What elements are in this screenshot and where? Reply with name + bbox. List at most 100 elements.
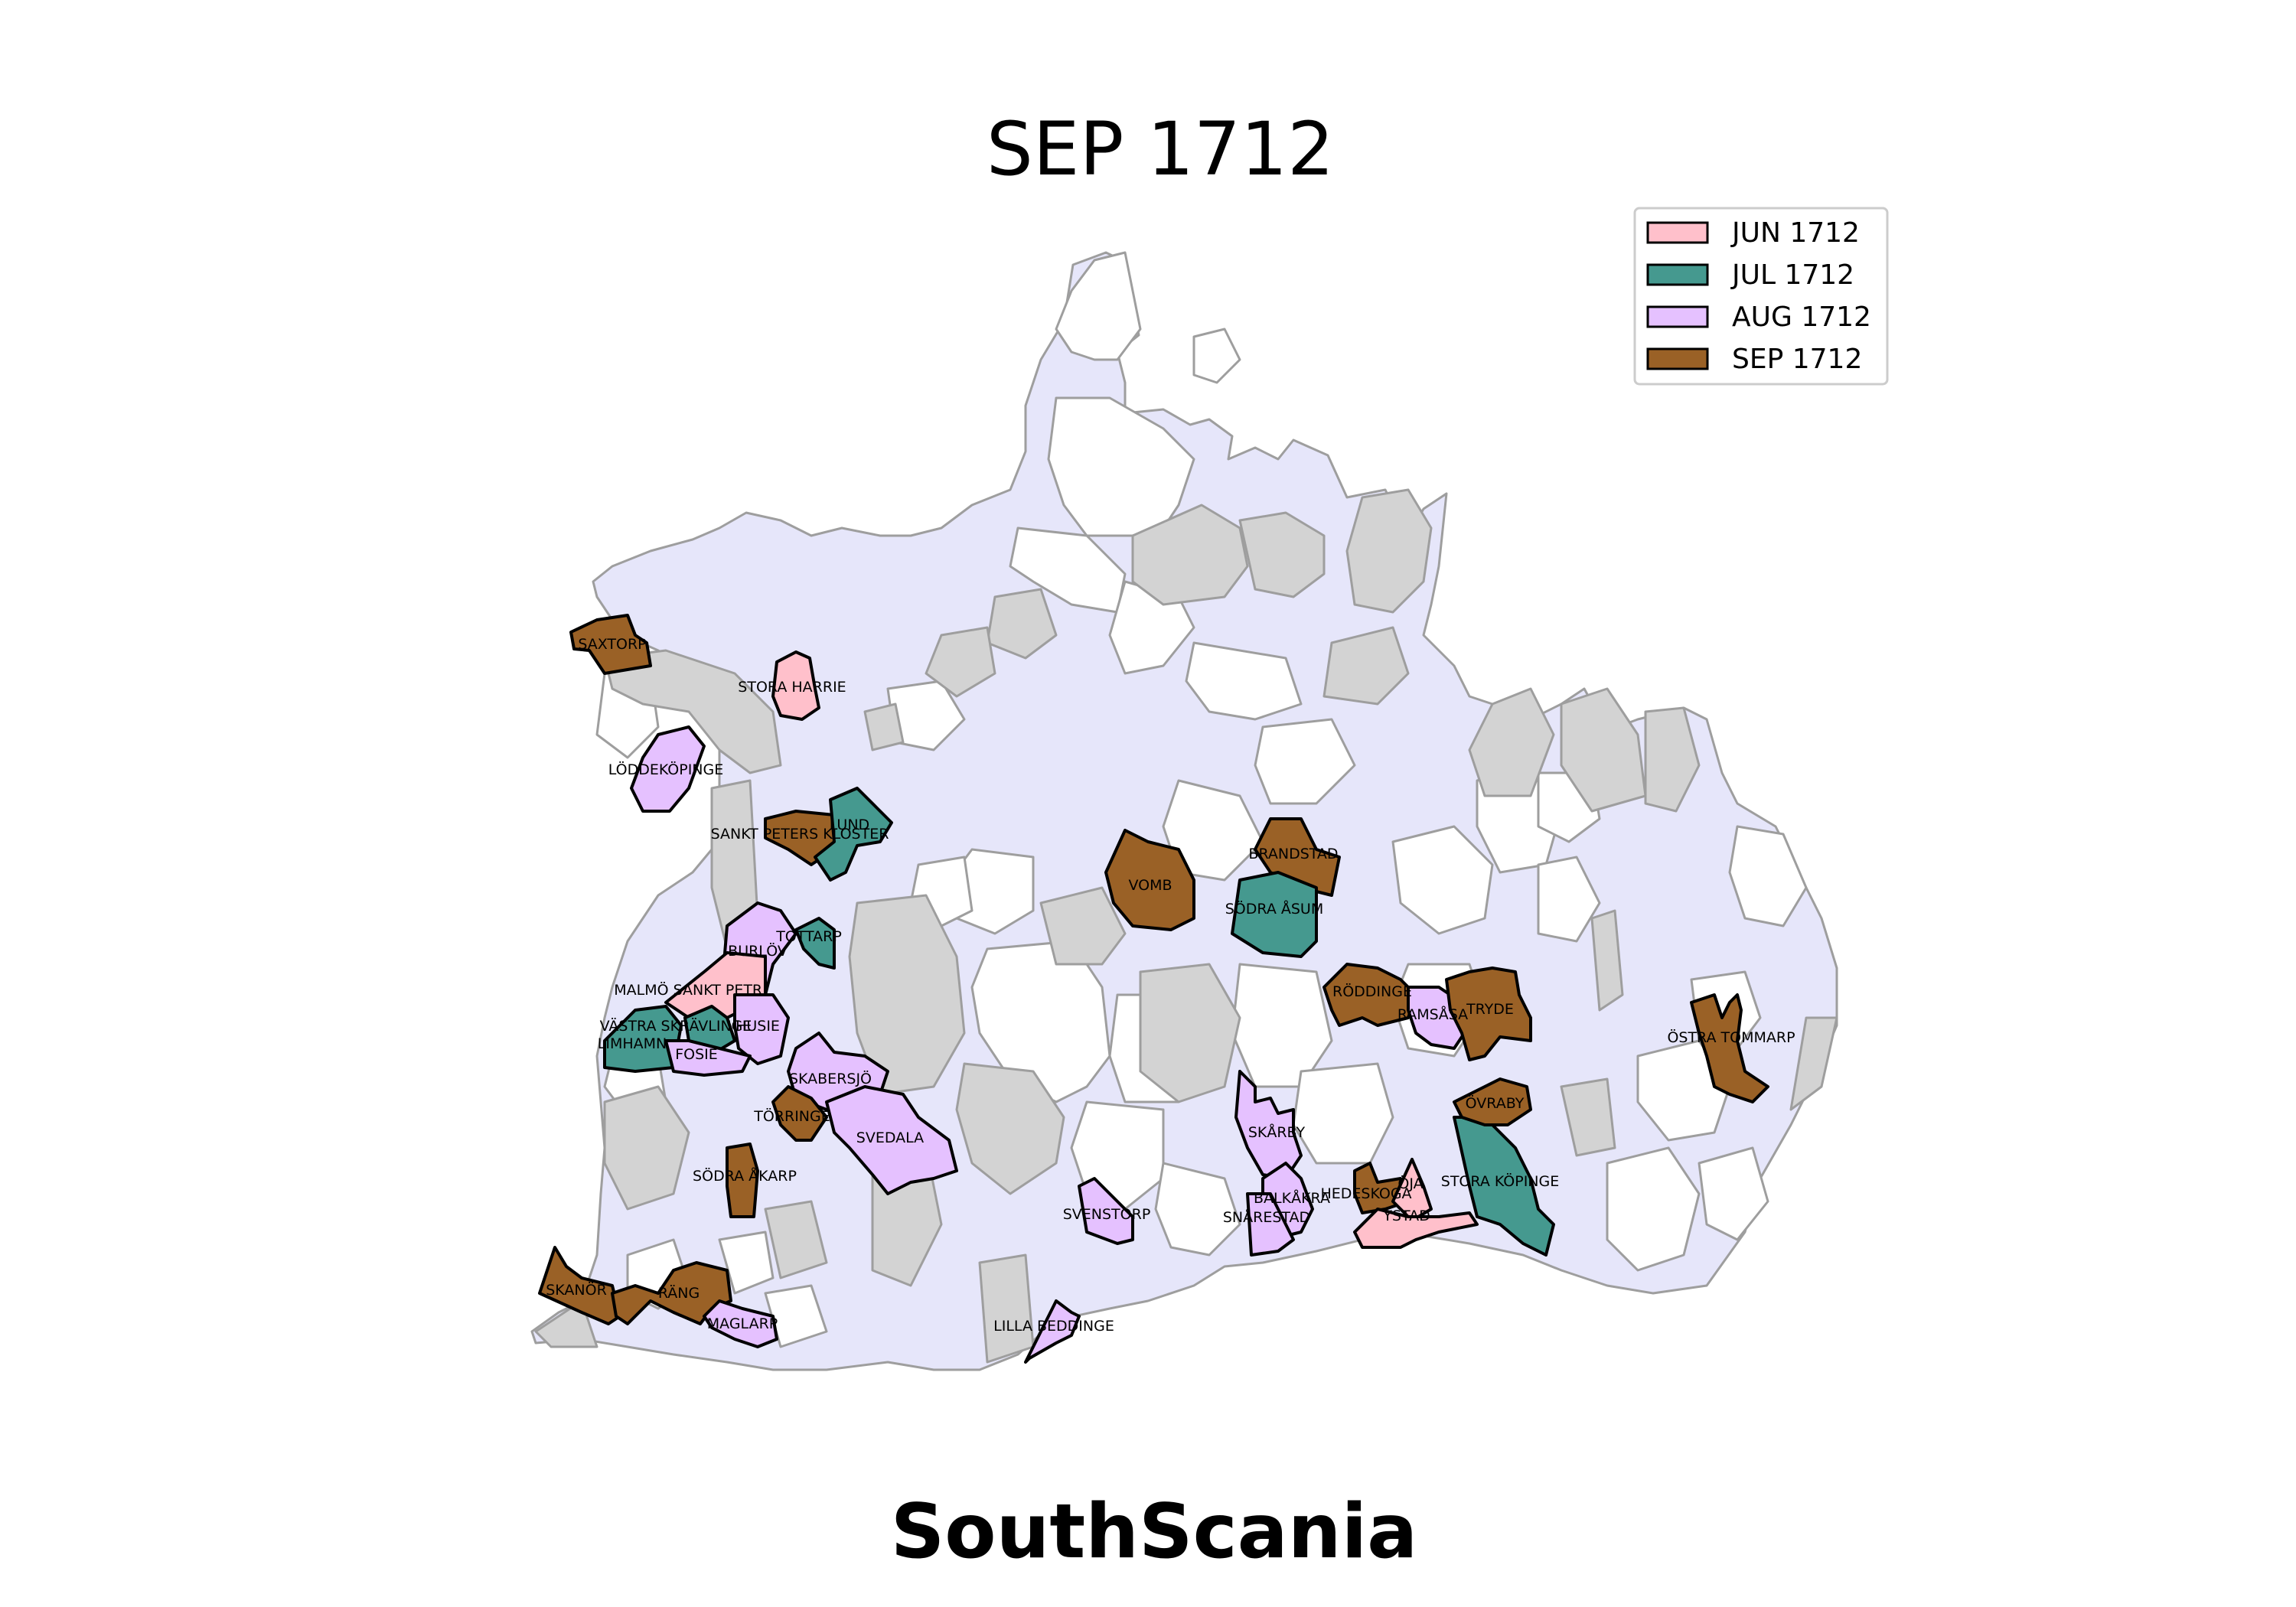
label-maglarp: MAGLARP: [707, 1315, 778, 1332]
region-north-lower: [1009, 526, 1127, 614]
label-skabersjo: SKABERSJÖ: [789, 1070, 872, 1087]
parish-husie: [733, 993, 790, 1065]
region-south-2: [1292, 1062, 1394, 1165]
gray-east-1: [1468, 687, 1555, 797]
label-stora-harrie: STORA HARRIE: [738, 679, 846, 696]
parish-skanor: [538, 1246, 621, 1325]
label-skarby: SKÅRBY: [1248, 1123, 1306, 1141]
region-east-1: [1391, 825, 1494, 935]
gray-east-6: [1789, 1016, 1838, 1111]
legend-label-jun: JUN 1712: [1730, 217, 1860, 249]
parish-lilla-beddinge: [1024, 1299, 1081, 1364]
parish-sodra-akarp: [726, 1143, 759, 1218]
gray-center-1: [848, 894, 966, 1096]
legend-label-aug: AUG 1712: [1732, 302, 1871, 333]
legend-item-jun: JUN 1712: [1646, 217, 1860, 249]
label-sankt-peters-kloster: SANKT PETERS KLOSTER: [711, 826, 889, 843]
highlighted-parishes: [538, 614, 1769, 1364]
label-sodra-asum: SÖDRA ÅSUM: [1225, 900, 1323, 918]
label-oja: ÖJA: [1397, 1175, 1423, 1192]
parish-torringe: [771, 1085, 828, 1142]
gray-north-7: [863, 702, 905, 751]
region-center-2: [1185, 641, 1303, 721]
region-east-4: [1537, 856, 1601, 943]
gray-north-2: [1238, 511, 1326, 598]
label-svenstorp: SVENSTORP: [1063, 1206, 1151, 1223]
gray-west-1: [603, 649, 782, 774]
label-limhamn: LIMHAMN: [598, 1035, 667, 1052]
parish-tryde: [1445, 966, 1532, 1061]
label-fosie: FOSIE: [675, 1046, 718, 1063]
parish-stora-harrie: [771, 650, 820, 721]
gray-north-1: [1131, 504, 1249, 606]
label-roddinge: RÖDDINGE: [1332, 983, 1412, 1000]
region-north-top: [1055, 251, 1142, 361]
label-loddekopinge: LÖDDEKÖPINGE: [608, 761, 724, 778]
region-east-9: [1728, 825, 1808, 927]
region-center-3: [1254, 718, 1356, 805]
parish-brandstad: [1254, 817, 1341, 897]
label-saxtorp: SAXTORP: [578, 636, 646, 653]
label-sodra-akarp: SÖDRA ÅKARP: [693, 1167, 797, 1185]
label-stora-kopinge: STORA KÖPINGE: [1441, 1172, 1559, 1190]
label-burlov: BURLÖV: [728, 942, 788, 960]
label-hedeskoga: HEDESKOGA: [1320, 1185, 1411, 1202]
label-snarestad: SNÅRESTAD: [1223, 1208, 1310, 1226]
label-svedala: SVEDALA: [856, 1129, 924, 1146]
region-west-6: [718, 1231, 775, 1295]
label-ostra-tommarp: ÖSTRA TOMMARP: [1667, 1028, 1795, 1046]
label-vastra-skravlinge: VÄSTRA SKRÄVLINGE: [600, 1017, 752, 1035]
parish-tottarp: [794, 917, 836, 970]
legend-item-sep: SEP 1712: [1646, 344, 1862, 375]
parish-roddinge: [1322, 963, 1417, 1027]
gray-west-3: [603, 1085, 690, 1211]
parish-lund: [814, 787, 893, 882]
region-center-4: [1162, 779, 1264, 882]
parish-maglarp: [703, 1299, 778, 1348]
gray-north-4: [1322, 626, 1410, 706]
parish-snarestad: [1246, 1192, 1295, 1257]
label-ystad: YSTAD: [1382, 1208, 1430, 1224]
region-south-1: [1154, 1162, 1241, 1257]
gray-center-2: [955, 1062, 1065, 1195]
legend-swatch-jul: [1646, 263, 1709, 286]
region-name: SouthScania: [891, 1488, 1418, 1576]
parish-loddekopinge: [630, 725, 706, 813]
map-title: SEP 1712: [987, 106, 1334, 192]
parish-svedala: [825, 1085, 958, 1195]
gray-center-4: [1039, 886, 1127, 966]
legend-frame: [1633, 207, 1889, 386]
gray-west-5: [978, 1253, 1035, 1364]
label-husie: HUSIE: [735, 1018, 780, 1035]
parish-ostra-tommarp: [1690, 993, 1769, 1103]
legend-swatch-jun: [1646, 221, 1709, 244]
legend-item-jul: JUL 1712: [1646, 259, 1854, 291]
region-north-center: [1192, 328, 1241, 384]
legend-label-sep: SEP 1712: [1732, 344, 1862, 375]
gray-east-4: [1590, 909, 1624, 1012]
parish-skarby: [1234, 1070, 1303, 1180]
legend-swatch-aug: [1646, 305, 1709, 328]
parish-saxtorp: [569, 614, 652, 675]
parish-vomb: [1104, 829, 1195, 931]
label-ramsasa: RAMSÅSA: [1397, 1006, 1468, 1023]
label-torringe: TÖRRINGE: [753, 1107, 830, 1125]
gray-regions: [534, 488, 1838, 1364]
label-balkakra: BALKÅKRA: [1254, 1189, 1330, 1207]
legend: JUN 1712 JUL 1712 AUG 1712 SEP 1712: [1633, 207, 1889, 386]
legend-item-aug: AUG 1712: [1646, 302, 1871, 333]
gray-east-3: [1644, 706, 1701, 813]
gray-east-5: [1560, 1077, 1616, 1157]
parish-sodra-asum: [1231, 871, 1318, 958]
parish-stora-kopinge: [1453, 1116, 1555, 1257]
label-ovraby: ÖVRABY: [1466, 1094, 1525, 1112]
label-rang: RÄNG: [658, 1284, 700, 1302]
label-tryde: TRYDE: [1466, 1001, 1514, 1018]
label-tottarp: TOTTARP: [775, 928, 842, 945]
parish-fosie: [664, 1039, 752, 1077]
label-brandstad: BRANDSTAD: [1248, 846, 1338, 862]
legend-swatch-sep: [1646, 347, 1709, 370]
label-lund: LUND: [830, 817, 869, 833]
legend-label-jul: JUL 1712: [1730, 259, 1854, 291]
